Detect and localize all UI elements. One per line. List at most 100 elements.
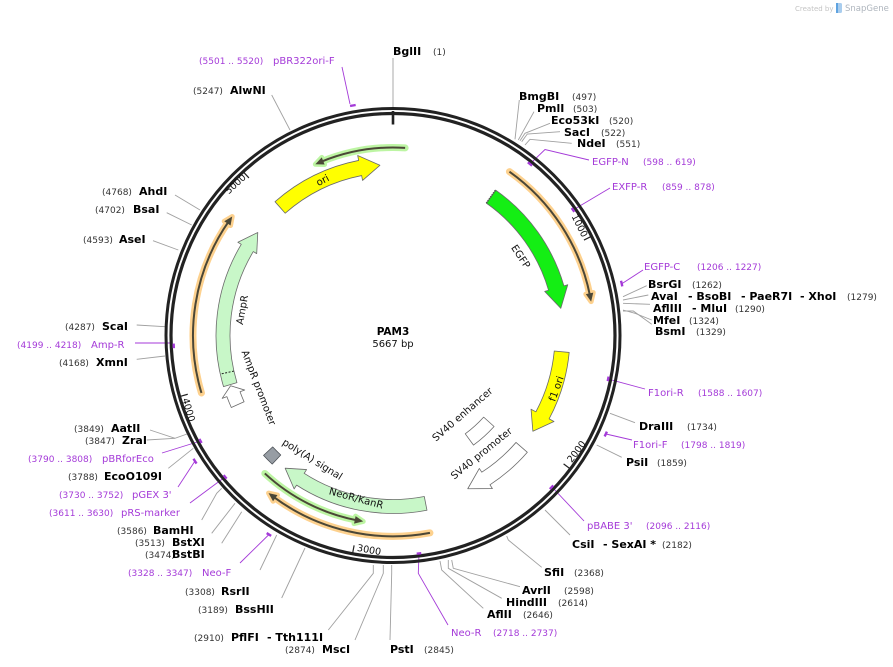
primer-prs-marker[interactable]: (3611 .. 3630) pRS-marker xyxy=(49,508,181,519)
enzyme-site-msci[interactable]: (2874) MscI xyxy=(285,643,350,656)
enzyme-site-sfii[interactable]: SfiI (2368) xyxy=(544,566,604,579)
primer-name[interactable]: Neo-F xyxy=(202,568,232,579)
enzyme-site-draiii[interactable]: DraIII (1734) xyxy=(639,420,717,433)
enzyme-site-avrii[interactable]: AvrII (2598) xyxy=(522,584,594,597)
enzyme-name[interactable]: Eco53kI xyxy=(551,114,599,127)
enzyme-site-avai-group[interactable]: AvaI - BsoBI - PaeR7I - XhoI (1279) xyxy=(651,290,877,303)
enzyme-site-psii[interactable]: PsiI (1859) xyxy=(626,456,687,469)
enzyme-site-bsrgi[interactable]: BsrGI (1262) xyxy=(648,278,722,291)
feature-sv40-promoter[interactable] xyxy=(467,442,528,490)
feature-ori[interactable] xyxy=(274,155,381,214)
primer-name[interactable]: Neo-R xyxy=(451,628,482,639)
enzyme-site-bsai[interactable]: (4702) BsaI xyxy=(95,203,159,216)
feature-label-ampr-promoter[interactable]: AmpR promoter xyxy=(239,349,278,428)
enzyme-name[interactable]: BglII xyxy=(393,45,421,58)
enzyme-site-psti[interactable]: PstI (2845) xyxy=(390,643,454,656)
enzyme-name[interactable]: PstI xyxy=(390,643,414,656)
enzyme-site-scai[interactable]: (4287) ScaI xyxy=(65,320,128,333)
enzyme-name[interactable]: BssHII xyxy=(235,603,274,616)
enzyme-site-bsshii[interactable]: (3189) BssHII xyxy=(198,603,274,616)
enzyme-name[interactable]: CsiI xyxy=(572,538,594,551)
enzyme-name[interactable]: SacI xyxy=(564,126,590,139)
orf-arrow-bottom-orange[interactable] xyxy=(266,490,434,540)
primer-name[interactable]: pBRforEco xyxy=(102,454,154,465)
feature-ampr[interactable] xyxy=(215,232,259,388)
enzyme-name[interactable]: PmlI xyxy=(537,102,564,115)
primer-exfp-r[interactable]: EXFP-R (859 .. 878) xyxy=(612,182,715,193)
primer-name[interactable]: pBABE 3' xyxy=(587,521,633,532)
enzyme-site-ndei[interactable]: NdeI (551) xyxy=(577,137,640,150)
enzyme-name[interactable]: - Tth111I xyxy=(267,631,323,644)
primer-name[interactable]: pBR322ori-F xyxy=(273,56,335,67)
enzyme-site-aatii[interactable]: (3849) AatII xyxy=(74,422,140,435)
enzyme-name[interactable]: BstXI xyxy=(172,536,205,549)
primer-name[interactable]: F1ori-R xyxy=(648,388,684,399)
primer-name[interactable]: EXFP-R xyxy=(612,182,647,193)
feature-f1-ori[interactable] xyxy=(530,350,570,432)
enzyme-site-saci[interactable]: SacI (522) xyxy=(564,126,625,139)
feature-ampr-promoter[interactable] xyxy=(221,385,246,408)
enzyme-site-alwni[interactable]: (5247) AlwNI xyxy=(193,84,266,97)
enzyme-name[interactable]: - XhoI xyxy=(800,290,836,303)
enzyme-name[interactable]: MfeI xyxy=(653,314,680,327)
enzyme-name[interactable]: - BsoBI xyxy=(688,290,731,303)
primer-name[interactable]: F1ori-F xyxy=(633,440,668,451)
enzyme-name[interactable]: BmgBI xyxy=(519,90,559,103)
primer-name[interactable]: EGFP-C xyxy=(644,262,680,273)
primer-name[interactable]: pGEX 3' xyxy=(132,490,172,501)
enzyme-name[interactable]: BstBI xyxy=(172,548,205,561)
orf-arrow-right-orange[interactable] xyxy=(505,168,596,305)
enzyme-name[interactable]: - MluI xyxy=(692,302,727,315)
enzyme-name[interactable]: - SexAI * xyxy=(603,538,656,551)
primer-f1ori-f[interactable]: F1ori-F (1798 .. 1819) xyxy=(633,440,745,451)
primer-pbr322ori-f[interactable]: (5501 .. 5520) pBR322ori-F xyxy=(199,56,335,67)
feature-label-egfp[interactable]: EGFP xyxy=(508,243,532,271)
enzyme-site-ahdi[interactable]: (4768) AhdI xyxy=(102,185,167,198)
enzyme-name[interactable]: BamHI xyxy=(153,524,194,537)
enzyme-name[interactable]: DraIII xyxy=(639,420,673,433)
enzyme-site-bstbi[interactable]: (3474) BstBI xyxy=(145,548,205,561)
primer-name[interactable]: Amp-R xyxy=(91,340,125,351)
enzyme-site-afliii-group[interactable]: AflIII - MluI (1290) xyxy=(653,302,765,315)
primer-egfp-c[interactable]: EGFP-C (1206 .. 1227) xyxy=(644,262,761,273)
enzyme-name[interactable]: AflII xyxy=(487,608,512,621)
enzyme-site-pflfi-group[interactable]: (2910) PflFI - Tth111I xyxy=(194,631,323,644)
enzyme-name[interactable]: AhdI xyxy=(139,185,167,198)
primer-pbrforeco[interactable]: (3790 .. 3808) pBRforEco xyxy=(28,454,154,465)
enzyme-name[interactable]: AvaI xyxy=(651,290,678,303)
enzyme-site-rsrii[interactable]: (3308) RsrII xyxy=(185,585,250,598)
enzyme-site-pmli[interactable]: PmlI (503) xyxy=(537,102,597,115)
enzyme-name[interactable]: BsaI xyxy=(133,203,159,216)
orf-arrow-left-orange[interactable] xyxy=(189,214,235,397)
enzyme-name[interactable]: BsmI xyxy=(655,325,686,338)
primer-name[interactable]: EGFP-N xyxy=(592,157,629,168)
primer-amp-r[interactable]: (4199 .. 4218) Amp-R xyxy=(17,340,125,351)
enzyme-name[interactable]: RsrII xyxy=(221,585,250,598)
enzyme-name[interactable]: - PaeR7I xyxy=(741,290,792,303)
primer-egfp-n[interactable]: EGFP-N (598 .. 619) xyxy=(592,157,696,168)
enzyme-name[interactable]: MscI xyxy=(322,643,350,656)
enzyme-name[interactable]: AatII xyxy=(111,422,140,435)
enzyme-name[interactable]: AvrII xyxy=(522,584,551,597)
feature-label-sv40-enhancer[interactable]: SV40 enhancer xyxy=(431,385,496,444)
enzyme-site-bamhi[interactable]: (3586) BamHI xyxy=(117,524,194,537)
enzyme-site-xmni[interactable]: (4168) XmnI xyxy=(59,356,128,369)
primer-f1ori-r[interactable]: F1ori-R (1588 .. 1607) xyxy=(648,388,762,399)
feature-polya-signal[interactable] xyxy=(263,446,282,465)
enzyme-site-asei[interactable]: (4593) AseI xyxy=(83,233,146,246)
enzyme-site-zrai[interactable]: (3847) ZraI xyxy=(85,434,147,447)
enzyme-site-hindiii[interactable]: HindIII (2614) xyxy=(506,596,588,609)
orf-arrow-bottom-green[interactable] xyxy=(261,469,366,527)
feature-label-ampr[interactable]: AmpR xyxy=(235,294,251,325)
primer-pbabe-3[interactable]: pBABE 3' (2096 .. 2116) xyxy=(587,521,710,532)
enzyme-name[interactable]: PsiI xyxy=(626,456,648,469)
feature-egfp[interactable] xyxy=(485,189,569,309)
enzyme-name[interactable]: NdeI xyxy=(577,137,606,150)
enzyme-name[interactable]: EcoO109I xyxy=(104,470,162,483)
enzyme-site-bsmi[interactable]: BsmI (1329) xyxy=(655,325,726,338)
enzyme-name[interactable]: AflIII xyxy=(653,302,682,315)
enzyme-site-eco53ki[interactable]: Eco53kI (520) xyxy=(551,114,633,127)
enzyme-name[interactable]: HindIII xyxy=(506,596,547,609)
enzyme-name[interactable]: ZraI xyxy=(122,434,147,447)
primer-neo-f[interactable]: (3328 .. 3347) Neo-F xyxy=(128,568,232,579)
